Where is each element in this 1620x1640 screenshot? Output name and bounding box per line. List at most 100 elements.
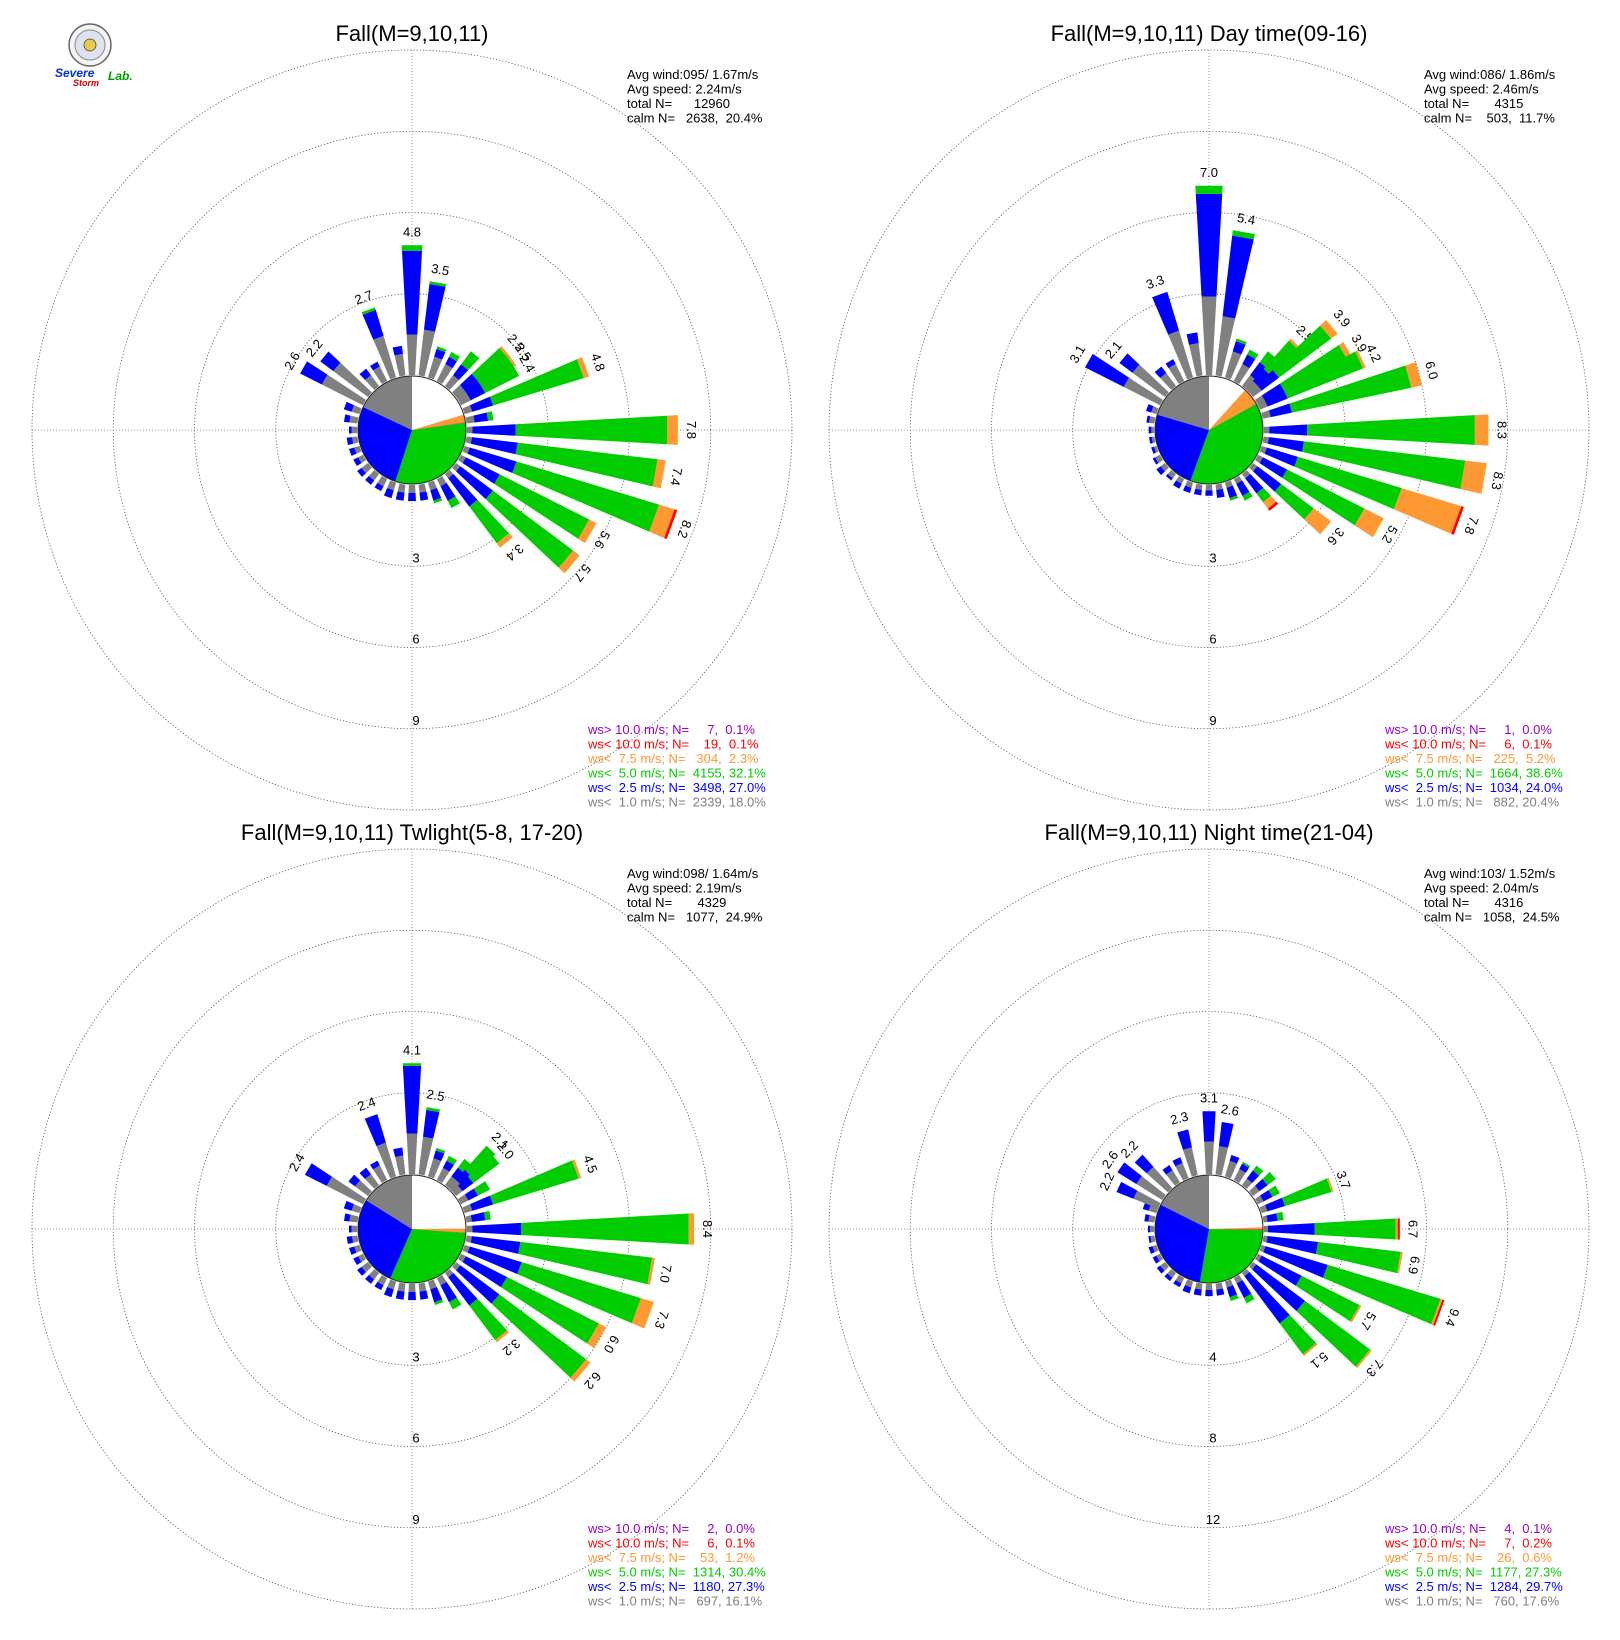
speed-class-wedge <box>1209 1229 1263 1231</box>
wind-bar-segment <box>446 1155 457 1165</box>
stats-line: total N= 4329 <box>627 895 726 910</box>
wind-bar-segment <box>452 462 461 472</box>
wind-bar-segment <box>1150 1235 1156 1243</box>
wind-bar-segment <box>1152 1244 1159 1253</box>
wind-bar-segment <box>353 1256 362 1266</box>
wind-bar-segment <box>476 355 514 387</box>
wind-bar-segment <box>667 415 678 445</box>
wind-bar-segment <box>436 1167 450 1183</box>
wind-bar-segment <box>352 436 359 444</box>
wind-bar-segment <box>1215 1146 1229 1176</box>
wind-bar-segment <box>1241 375 1256 390</box>
wind-bar-segment <box>359 368 371 381</box>
legend-entry: ws< 7.5 m/s; N= 225, 5.2% <box>1384 751 1556 766</box>
wind-bar-segment <box>1175 1162 1189 1181</box>
wind-bar-segment <box>1160 372 1177 390</box>
wind-bar-segment <box>353 457 362 467</box>
wind-bar-segment <box>1262 1171 1276 1186</box>
wind-bar-segment <box>444 375 459 390</box>
wind-bar-segment <box>1307 415 1475 445</box>
wind-bar-segment <box>1395 1218 1398 1240</box>
speed-class-wedge <box>390 1229 466 1283</box>
wind-bar-segment <box>1167 1269 1177 1278</box>
wind-bar-segment <box>1295 1275 1360 1322</box>
wind-bar-segment <box>1263 1246 1328 1278</box>
wind-bar-segment <box>442 1160 454 1172</box>
wind-bar-segment <box>436 363 453 384</box>
wind-bar-segment <box>1252 368 1271 387</box>
wind-bar-segment <box>1144 1214 1150 1222</box>
bar-percent-label: 2.1 <box>1102 338 1125 361</box>
wind-bar-segment <box>462 1244 470 1253</box>
wind-bar-segment <box>343 1200 354 1211</box>
wind-bar-segment <box>377 1275 388 1286</box>
stats-line: calm N= 2638, 20.4% <box>627 111 763 126</box>
wind-bar-segment <box>572 1159 582 1179</box>
wind-bar-segment <box>1247 349 1259 360</box>
wind-bar-segment <box>1148 1246 1155 1254</box>
wind-bar-segment <box>1160 1261 1169 1271</box>
wind-bar-segment <box>470 1212 486 1222</box>
wind-bar-segment <box>440 1281 457 1303</box>
wind-bar-segment <box>1249 1185 1260 1197</box>
wind-bar-segment <box>1168 330 1194 380</box>
bar-percent-label: 2.6 <box>281 349 303 372</box>
wind-bar-segment <box>436 346 447 353</box>
speed-class-wedge <box>395 422 466 484</box>
wind-bar-segment <box>1166 1170 1181 1186</box>
chart-title: Fall(M=9,10,11) <box>335 21 488 46</box>
wind-bar-segment <box>1226 485 1238 499</box>
bar-percent-label: 7.8 <box>1461 514 1481 536</box>
wind-bar-segment <box>357 467 366 477</box>
wind-bar-segment <box>1119 353 1140 373</box>
legend-entry: ws> 10.0 m/s; N= 4, 0.1% <box>1384 1521 1552 1536</box>
wind-bar-segment <box>664 509 678 540</box>
wind-bar-segment <box>1232 230 1255 240</box>
wind-bar-segment <box>354 445 362 454</box>
wind-bar-segment <box>418 1136 434 1176</box>
wind-bar-segment <box>1261 383 1285 402</box>
wind-bar-segment <box>1218 1121 1234 1148</box>
wind-bar-segment <box>1243 1293 1255 1304</box>
wind-bar-segment <box>1148 1235 1152 1243</box>
wind-bar-segment <box>408 1283 416 1293</box>
wind-bar-segment <box>491 1294 587 1378</box>
wind-bar-segment <box>358 1253 366 1263</box>
wind-bar-segment <box>1259 1244 1266 1253</box>
wind-bar-segment <box>462 1204 473 1214</box>
stats-line: Avg speed: 2.46m/s <box>1424 82 1539 97</box>
wind-bar-segment <box>372 366 388 384</box>
wind-bar-segment <box>1255 1253 1262 1262</box>
wind-bar-segment <box>351 1204 362 1214</box>
speed-class-wedge <box>1209 1229 1263 1231</box>
wind-bar-segment <box>458 1176 474 1192</box>
wind-bar-segment <box>465 415 475 424</box>
wind-bar-segment <box>418 329 436 377</box>
wind-bar-segment <box>444 1176 458 1189</box>
wind-bar-segment <box>1294 456 1402 510</box>
wind-bar-segment <box>1236 480 1250 497</box>
wind-bar-segment <box>1259 351 1277 369</box>
speed-class-wedge <box>363 376 412 430</box>
wind-bar-segment <box>402 1065 422 1134</box>
wind-bar-segment <box>1160 462 1169 472</box>
wind-bar-segment <box>1397 1218 1400 1240</box>
legend-entry: ws< 1.0 m/s; N= 760, 17.6% <box>1384 1594 1560 1609</box>
ring-value-label: 6 <box>1209 632 1216 647</box>
wind-bar-segment <box>1151 406 1159 415</box>
wind-bar-segment <box>395 491 405 501</box>
wind-bar-segment <box>466 1225 473 1233</box>
legend-entry: ws< 7.5 m/s; N= 53, 1.2% <box>587 1550 755 1565</box>
wind-bar-segment <box>1186 332 1199 345</box>
wind-bar-segment <box>1182 1285 1192 1294</box>
wind-bar-segment <box>1262 436 1269 444</box>
wind-bar-segment <box>1193 488 1202 496</box>
wind-bar-segment <box>1172 480 1182 489</box>
legend-entry: ws< 7.5 m/s; N= 26, 0.6% <box>1384 1550 1552 1565</box>
bar-percent-label: 9.4 <box>1442 1307 1462 1329</box>
wind-bar-segment <box>1265 1197 1285 1212</box>
wind-bar-segment <box>518 1241 653 1285</box>
legend-entry: ws< 1.0 m/s; N= 882, 20.4% <box>1384 795 1560 810</box>
wind-bar-segment <box>427 1279 437 1290</box>
wind-bar-segment <box>1252 1264 1306 1312</box>
